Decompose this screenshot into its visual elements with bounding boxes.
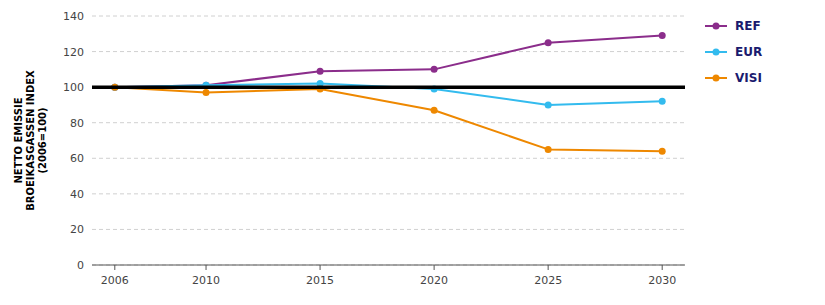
grid-line <box>92 265 685 266</box>
y-tick-label: 120 <box>63 46 84 59</box>
y-tick-label: 0 <box>77 259 84 272</box>
x-tick-label: 2030 <box>648 274 676 287</box>
x-tick <box>320 265 321 270</box>
grid-line <box>92 229 685 230</box>
legend-label: EUR <box>735 45 762 59</box>
series-marker <box>659 98 666 105</box>
series-marker <box>431 107 438 114</box>
grid-line <box>92 193 685 194</box>
series-marker <box>545 101 552 108</box>
legend-marker <box>713 49 720 56</box>
y-tick-label: 80 <box>70 117 84 130</box>
series-marker <box>659 148 666 155</box>
legend: REF EUR VISI <box>705 19 762 85</box>
x-tick <box>548 265 549 270</box>
x-tick-label: 2025 <box>534 274 562 287</box>
grid-line <box>92 51 685 52</box>
y-tick-label: 60 <box>70 152 84 165</box>
series-marker <box>545 146 552 153</box>
series-marker <box>431 66 438 73</box>
series-marker <box>545 39 552 46</box>
x-tick <box>662 265 663 270</box>
series-line <box>115 36 662 88</box>
y-tick-label: 140 <box>63 10 84 23</box>
y-axis-label: NETTO EMISSIEBROEIKASGASSEN INDEX(2006=1… <box>13 70 48 211</box>
grid-line <box>92 16 685 17</box>
legend-marker <box>713 75 720 82</box>
reference-line <box>92 85 685 89</box>
grid-line <box>92 87 685 88</box>
legend-marker <box>713 23 720 30</box>
y-tick-label: 100 <box>63 81 84 94</box>
x-tick <box>114 265 115 270</box>
x-tick <box>434 265 435 270</box>
x-tick-label: 2006 <box>101 274 129 287</box>
x-tick-label: 2020 <box>420 274 448 287</box>
series-marker <box>203 89 210 96</box>
series-line <box>115 87 662 151</box>
x-tick <box>206 265 207 270</box>
series-marker <box>659 32 666 39</box>
series-marker <box>317 68 324 75</box>
plot-area <box>92 32 685 155</box>
x-tick-label: 2010 <box>192 274 220 287</box>
grid <box>92 16 685 265</box>
x-tick-label: 2015 <box>306 274 334 287</box>
grid-line <box>92 158 685 159</box>
chart: 0 20 40 60 80 100 120 140 2006 2010 2015 2020 2025 20… <box>0 0 825 305</box>
legend-label: VISI <box>735 71 762 85</box>
x-axis <box>92 265 685 266</box>
legend-label: REF <box>735 19 761 33</box>
y-tick-label: 40 <box>70 188 84 201</box>
grid-line <box>92 122 685 123</box>
y-tick-label: 20 <box>70 223 84 236</box>
